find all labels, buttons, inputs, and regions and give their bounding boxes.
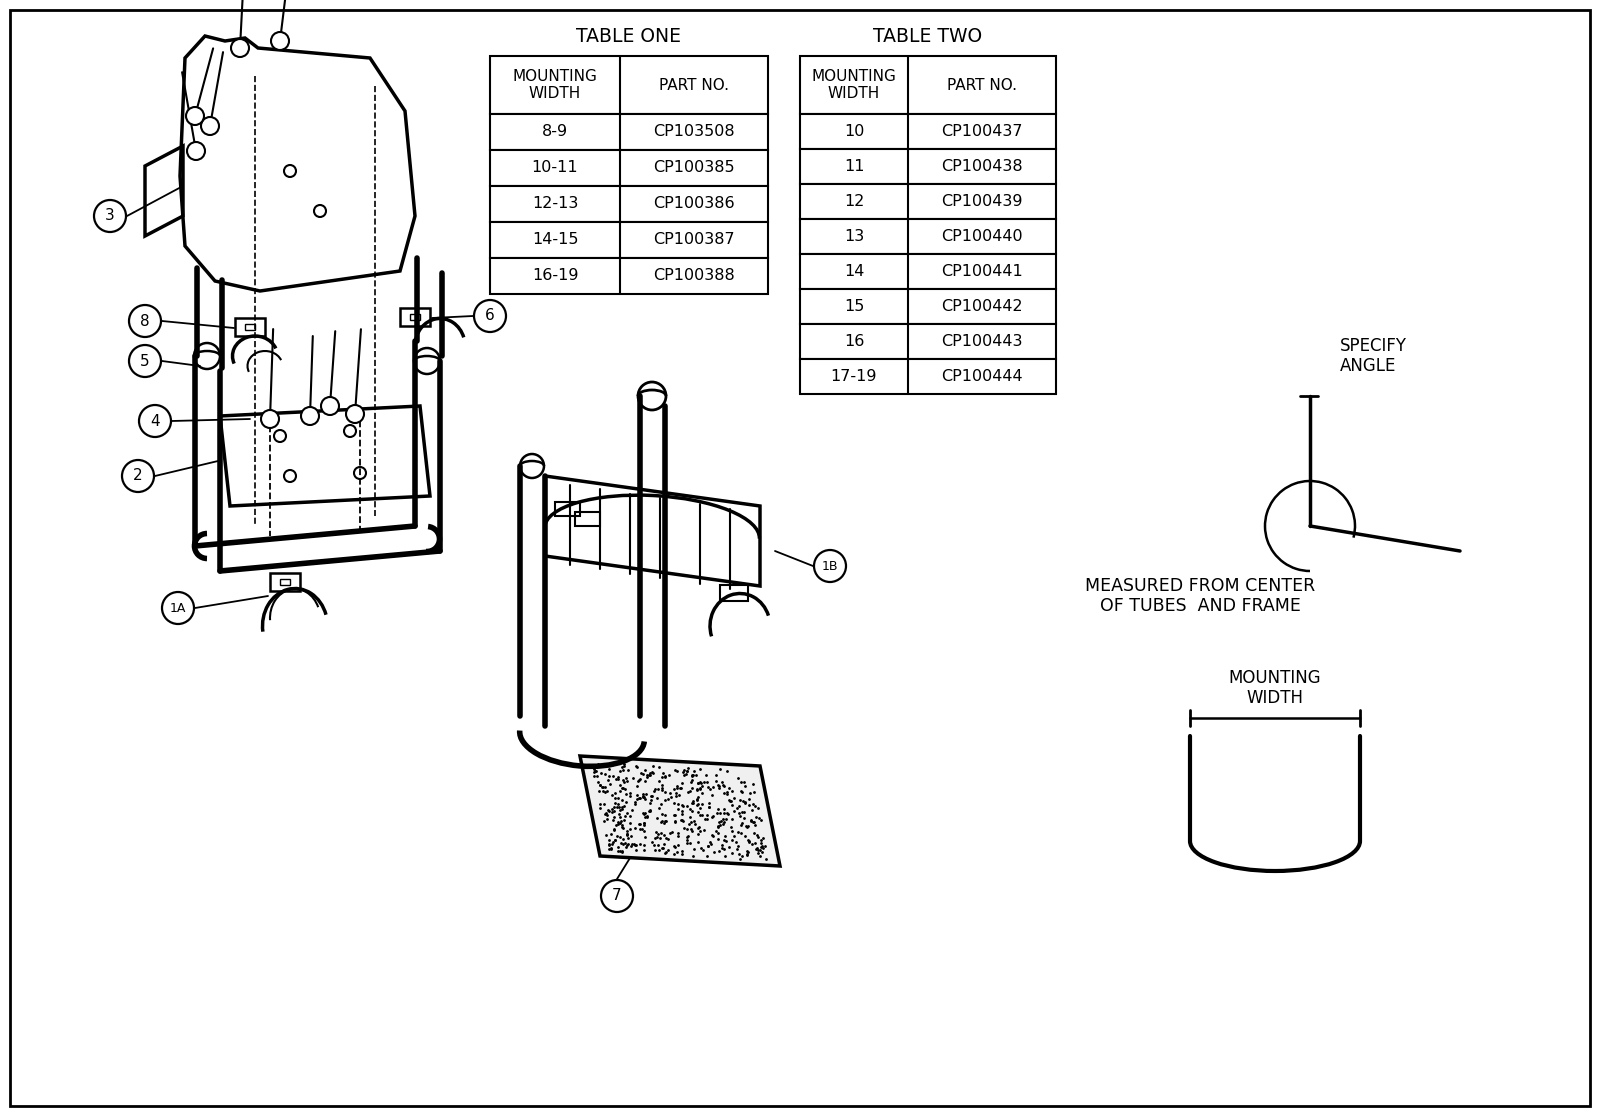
- Text: CP100441: CP100441: [941, 264, 1022, 279]
- Text: MEASURED FROM CENTER
OF TUBES  AND FRAME: MEASURED FROM CENTER OF TUBES AND FRAME: [1085, 577, 1315, 615]
- Text: 14: 14: [843, 264, 864, 279]
- Text: MOUNTING
WIDTH: MOUNTING WIDTH: [811, 69, 896, 102]
- Text: TABLE TWO: TABLE TWO: [874, 27, 982, 46]
- Bar: [490, 150, 768, 186]
- Bar: [490, 114, 768, 150]
- Text: 17-19: 17-19: [830, 369, 877, 384]
- Text: 15: 15: [843, 299, 864, 314]
- Bar: [490, 56, 768, 114]
- Text: 6: 6: [485, 308, 494, 324]
- Circle shape: [130, 345, 162, 377]
- Circle shape: [270, 32, 290, 50]
- Bar: [800, 150, 1056, 184]
- Circle shape: [474, 300, 506, 331]
- Text: TABLE ONE: TABLE ONE: [576, 27, 682, 46]
- Bar: [800, 184, 1056, 219]
- Bar: [270, 573, 301, 591]
- Text: CP100438: CP100438: [941, 158, 1022, 174]
- Circle shape: [322, 397, 339, 415]
- Text: MOUNTING
WIDTH: MOUNTING WIDTH: [512, 69, 597, 102]
- Circle shape: [602, 881, 634, 912]
- Text: 8: 8: [141, 314, 150, 328]
- Bar: [410, 314, 419, 320]
- Text: CP100387: CP100387: [653, 232, 734, 248]
- Circle shape: [230, 39, 250, 57]
- Bar: [720, 585, 749, 602]
- Circle shape: [202, 117, 219, 135]
- Text: CP100440: CP100440: [941, 229, 1022, 244]
- Text: 16-19: 16-19: [531, 269, 578, 283]
- Text: 14-15: 14-15: [531, 232, 578, 248]
- Text: 10: 10: [843, 124, 864, 140]
- Text: 7: 7: [613, 888, 622, 904]
- Bar: [235, 318, 266, 336]
- Text: 3: 3: [106, 209, 115, 223]
- Bar: [800, 254, 1056, 289]
- Text: CP100385: CP100385: [653, 161, 734, 175]
- Text: PART NO.: PART NO.: [659, 77, 730, 93]
- Bar: [400, 308, 430, 326]
- Text: 4: 4: [150, 414, 160, 429]
- Text: SPECIFY
ANGLE: SPECIFY ANGLE: [1341, 337, 1406, 375]
- Text: 1A: 1A: [170, 602, 186, 615]
- Text: CP100437: CP100437: [941, 124, 1022, 140]
- Text: PART NO.: PART NO.: [947, 77, 1018, 93]
- Bar: [800, 359, 1056, 394]
- Text: CP100386: CP100386: [653, 196, 734, 212]
- Circle shape: [94, 200, 126, 232]
- Circle shape: [130, 305, 162, 337]
- Text: CP100388: CP100388: [653, 269, 734, 283]
- Bar: [800, 219, 1056, 254]
- Bar: [800, 289, 1056, 324]
- Circle shape: [346, 405, 365, 423]
- Bar: [800, 324, 1056, 359]
- Text: 13: 13: [843, 229, 864, 244]
- Text: 16: 16: [843, 334, 864, 349]
- Bar: [490, 258, 768, 294]
- Circle shape: [186, 107, 205, 125]
- Bar: [555, 502, 579, 516]
- Bar: [280, 579, 290, 585]
- Text: 10-11: 10-11: [531, 161, 578, 175]
- Circle shape: [122, 460, 154, 492]
- Circle shape: [814, 550, 846, 583]
- Text: 5: 5: [141, 354, 150, 368]
- Bar: [800, 56, 1056, 114]
- Bar: [245, 324, 254, 330]
- Circle shape: [139, 405, 171, 437]
- Text: CP100439: CP100439: [941, 194, 1022, 209]
- Text: 2: 2: [133, 469, 142, 483]
- Bar: [800, 114, 1056, 150]
- Text: 8-9: 8-9: [542, 125, 568, 140]
- Text: CP100444: CP100444: [941, 369, 1022, 384]
- Circle shape: [301, 407, 318, 425]
- Circle shape: [162, 591, 194, 624]
- Text: CP103508: CP103508: [653, 125, 734, 140]
- Bar: [490, 222, 768, 258]
- Text: 1B: 1B: [822, 559, 838, 573]
- Circle shape: [261, 410, 278, 429]
- Text: 12-13: 12-13: [531, 196, 578, 212]
- Polygon shape: [579, 756, 781, 866]
- Text: CP100443: CP100443: [941, 334, 1022, 349]
- Text: MOUNTING
WIDTH: MOUNTING WIDTH: [1229, 668, 1322, 708]
- Text: CP100442: CP100442: [941, 299, 1022, 314]
- Bar: [490, 186, 768, 222]
- Circle shape: [187, 142, 205, 160]
- Text: 11: 11: [843, 158, 864, 174]
- Text: 12: 12: [843, 194, 864, 209]
- Bar: [574, 512, 600, 526]
